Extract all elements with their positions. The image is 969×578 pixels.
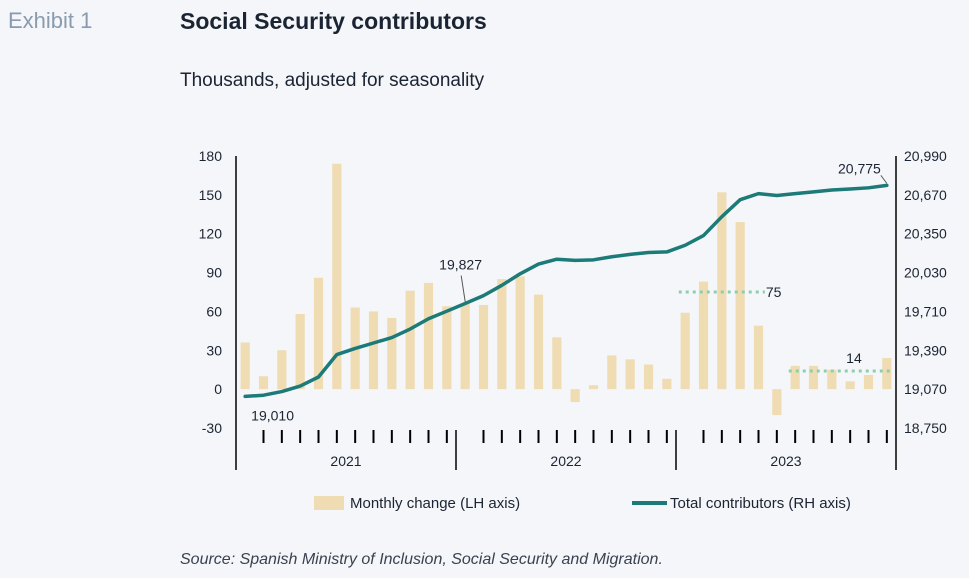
bar bbox=[662, 378, 672, 390]
bar bbox=[625, 359, 635, 390]
bar bbox=[405, 290, 415, 390]
legend: Monthly change (LH axis) Total contribut… bbox=[314, 495, 851, 512]
left-tick-label: -30 bbox=[202, 420, 222, 436]
right-tick-label: 19,390 bbox=[904, 342, 947, 358]
left-tick-label: 180 bbox=[199, 148, 223, 164]
bar bbox=[552, 337, 562, 390]
bar bbox=[643, 364, 654, 390]
bar bbox=[258, 376, 269, 390]
bar bbox=[790, 365, 800, 390]
annotations: 19,010 19,827 20,775 bbox=[251, 160, 888, 423]
bar bbox=[442, 306, 452, 390]
right-tick-label: 19,070 bbox=[904, 381, 947, 397]
annotation-end: 20,775 bbox=[838, 160, 881, 176]
year-label: 2023 bbox=[770, 453, 801, 469]
bar bbox=[387, 317, 397, 390]
bar bbox=[313, 277, 324, 390]
left-tick-label: 90 bbox=[206, 265, 222, 281]
bar bbox=[533, 294, 544, 390]
source-note: Source: Spanish Ministry of Inclusion, S… bbox=[180, 551, 663, 568]
bar bbox=[368, 311, 379, 390]
average-label: 75 bbox=[766, 284, 782, 300]
left-tick-label: 60 bbox=[206, 303, 222, 319]
bar bbox=[460, 303, 470, 390]
bar bbox=[240, 342, 250, 390]
bar bbox=[735, 222, 745, 390]
bar bbox=[423, 282, 434, 390]
bar bbox=[515, 276, 525, 390]
bar bbox=[808, 365, 819, 390]
right-tick-label: 20,350 bbox=[904, 226, 947, 242]
bar bbox=[478, 304, 489, 390]
annotation-leader bbox=[460, 275, 466, 302]
exhibit-label: Exhibit 1 bbox=[8, 8, 93, 33]
right-tick-label: 20,990 bbox=[904, 148, 947, 164]
right-tick-label: 20,030 bbox=[904, 265, 947, 281]
left-tick-label: 120 bbox=[199, 226, 223, 242]
bar bbox=[863, 374, 874, 390]
bar bbox=[882, 358, 892, 390]
bar bbox=[277, 350, 287, 390]
right-tick-label: 19,710 bbox=[904, 303, 947, 319]
right-tick-label: 18,750 bbox=[904, 420, 947, 436]
bar bbox=[570, 389, 580, 403]
bar bbox=[772, 389, 782, 416]
bar bbox=[680, 312, 690, 390]
year-label: 2022 bbox=[550, 453, 581, 469]
left-tick-label: 150 bbox=[199, 187, 223, 203]
legend-line-label: Total contributors (RH axis) bbox=[670, 495, 851, 512]
axes: -30 0 30 60 90 120 150 180 18,750 19,070 19,390 19,… bbox=[199, 148, 947, 470]
annotation-mid: 19,827 bbox=[439, 257, 482, 273]
bar bbox=[295, 314, 305, 390]
right-tick-label: 20,670 bbox=[904, 187, 947, 203]
bar bbox=[845, 381, 855, 390]
average-label: 14 bbox=[846, 350, 862, 366]
left-tick-label: 0 bbox=[214, 381, 222, 397]
bar bbox=[332, 163, 342, 390]
bar bbox=[698, 281, 709, 390]
bar-series bbox=[240, 163, 892, 416]
average-lines: 75 14 bbox=[678, 284, 894, 373]
chart-title: Social Security contributors bbox=[180, 8, 487, 34]
annotation-leader bbox=[880, 175, 888, 184]
legend-bar-label: Monthly change (LH axis) bbox=[350, 495, 520, 512]
bar bbox=[827, 369, 837, 390]
year-label: 2021 bbox=[330, 453, 361, 469]
bar bbox=[588, 385, 599, 390]
chart-subtitle: Thousands, adjusted for seasonality bbox=[180, 70, 485, 91]
left-tick-label: 30 bbox=[206, 342, 222, 358]
bar bbox=[497, 279, 507, 390]
total-contributors-line bbox=[243, 183, 889, 399]
annotation-start: 19,010 bbox=[251, 407, 294, 423]
bar bbox=[607, 355, 617, 390]
line-series bbox=[243, 183, 889, 399]
legend-bar-swatch bbox=[314, 496, 344, 510]
bar bbox=[753, 325, 764, 390]
